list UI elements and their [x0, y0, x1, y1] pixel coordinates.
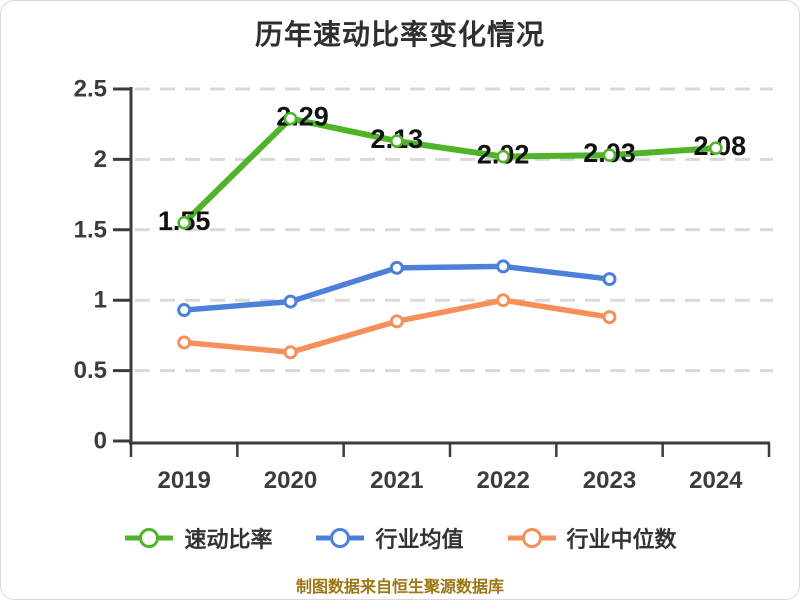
legend-label: 行业中位数: [566, 527, 677, 552]
legend-marker-icon: [316, 528, 365, 548]
data-point: [496, 259, 511, 274]
data-point: [177, 335, 192, 350]
data-point: [389, 260, 404, 275]
data-point: [177, 216, 191, 230]
data-point: [709, 141, 723, 155]
data-point: [496, 293, 511, 308]
data-point: [283, 345, 298, 360]
x-axis-label: 2024: [689, 467, 743, 494]
y-axis-label: 2.5: [74, 76, 107, 103]
chart-title: 历年速动比率变化情况: [254, 19, 545, 50]
x-axis-label: 2020: [264, 467, 317, 494]
data-point: [283, 294, 298, 309]
x-axis-label: 2022: [476, 467, 529, 494]
data-point: [602, 272, 617, 287]
series-line-0: [181, 115, 719, 226]
data-point: [602, 310, 617, 325]
legend-marker-icon: [125, 528, 174, 548]
legend: 速动比率 行业均值 行业中位数: [1, 522, 799, 554]
y-axis-label: 1: [94, 287, 107, 314]
y-axis-label: 1.5: [74, 216, 107, 243]
data-point: [283, 111, 298, 126]
x-axis-label: 2019: [157, 467, 210, 494]
legend-item-0[interactable]: 速动比率: [123, 522, 272, 554]
legend-item-1[interactable]: 行业均值: [314, 522, 464, 554]
y-axis-label: 0: [94, 428, 107, 455]
legend-label: 速动比率: [184, 527, 273, 552]
x-axis-label: 2021: [370, 467, 423, 494]
y-axis-label: 0.5: [74, 357, 107, 384]
x-axis-label: 2023: [583, 467, 636, 494]
legend-item-2[interactable]: 行业中位数: [506, 522, 677, 554]
data-point: [389, 314, 404, 329]
legend-label: 行业均值: [375, 527, 464, 552]
source-note: 制图数据来自恒生聚源数据库: [295, 579, 504, 596]
data-point: [496, 149, 510, 164]
data-point: [602, 148, 617, 162]
data-point: [390, 134, 404, 148]
legend-marker-icon: [507, 528, 556, 548]
y-axis-label: 2: [94, 146, 107, 173]
data-point: [177, 303, 192, 318]
